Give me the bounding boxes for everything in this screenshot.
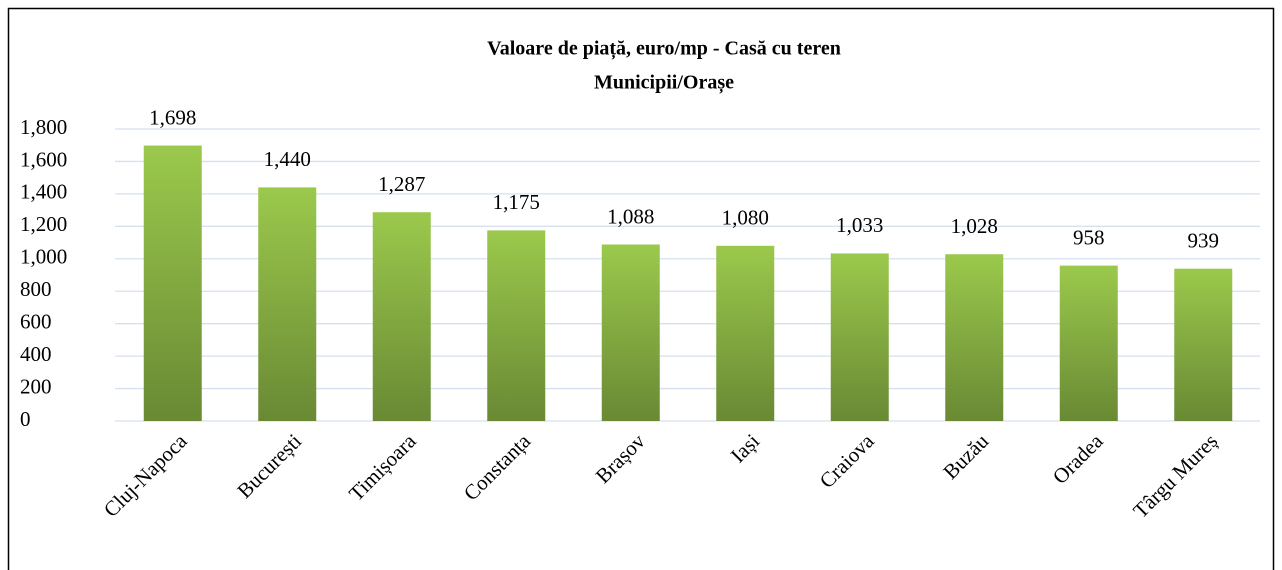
value-label: 1,175 xyxy=(493,190,540,214)
x-tick-label: Craiova xyxy=(815,428,879,492)
x-tick-label: București xyxy=(232,429,306,503)
chart-subtitle: Municipii/Orașe xyxy=(594,72,734,95)
x-tick-label: Timișoara xyxy=(344,428,421,505)
y-tick-label: 600 xyxy=(20,309,52,333)
value-label: 1,033 xyxy=(836,213,883,237)
y-tick-label: 1,200 xyxy=(20,212,67,236)
value-label: 939 xyxy=(1188,228,1220,252)
x-tick-label: Cluj-Napoca xyxy=(99,428,192,521)
value-label: 1,028 xyxy=(951,214,998,238)
y-tick-label: 800 xyxy=(20,277,52,301)
bar xyxy=(372,212,431,421)
y-tick-label: 400 xyxy=(20,342,52,366)
y-tick-label: 1,800 xyxy=(20,115,67,139)
x-tick-label: Oradea xyxy=(1048,428,1108,488)
x-tick-label: Târgu Mureș xyxy=(1128,429,1222,523)
bar xyxy=(1174,268,1233,421)
bar xyxy=(830,253,889,421)
value-label: 1,287 xyxy=(378,172,425,196)
value-label: 1,698 xyxy=(149,105,196,129)
bar xyxy=(716,245,775,421)
bar xyxy=(487,230,546,421)
bar xyxy=(601,244,660,421)
x-tick-label: Iași xyxy=(726,429,765,468)
x-tick-label: Brașov xyxy=(591,429,650,488)
x-tick-label: Buzău xyxy=(938,429,993,484)
bar xyxy=(1059,265,1118,421)
value-label: 1,080 xyxy=(722,206,769,230)
value-label: 1,440 xyxy=(264,147,311,171)
y-tick-label: 1,000 xyxy=(20,245,67,269)
y-tick-label: 1,600 xyxy=(20,147,67,171)
x-tick-label: Constanța xyxy=(459,428,536,505)
value-label: 1,088 xyxy=(607,204,654,228)
chart-title: Valoare de piață, euro/mp - Casă cu tere… xyxy=(487,38,841,61)
bar xyxy=(143,145,202,421)
bar xyxy=(945,254,1004,421)
value-label: 958 xyxy=(1073,225,1105,249)
y-tick-label: 0 xyxy=(20,407,31,431)
y-tick-label: 200 xyxy=(20,374,52,398)
chart-frame xyxy=(7,7,1275,570)
bar xyxy=(258,187,317,421)
y-tick-label: 1,400 xyxy=(20,180,67,204)
